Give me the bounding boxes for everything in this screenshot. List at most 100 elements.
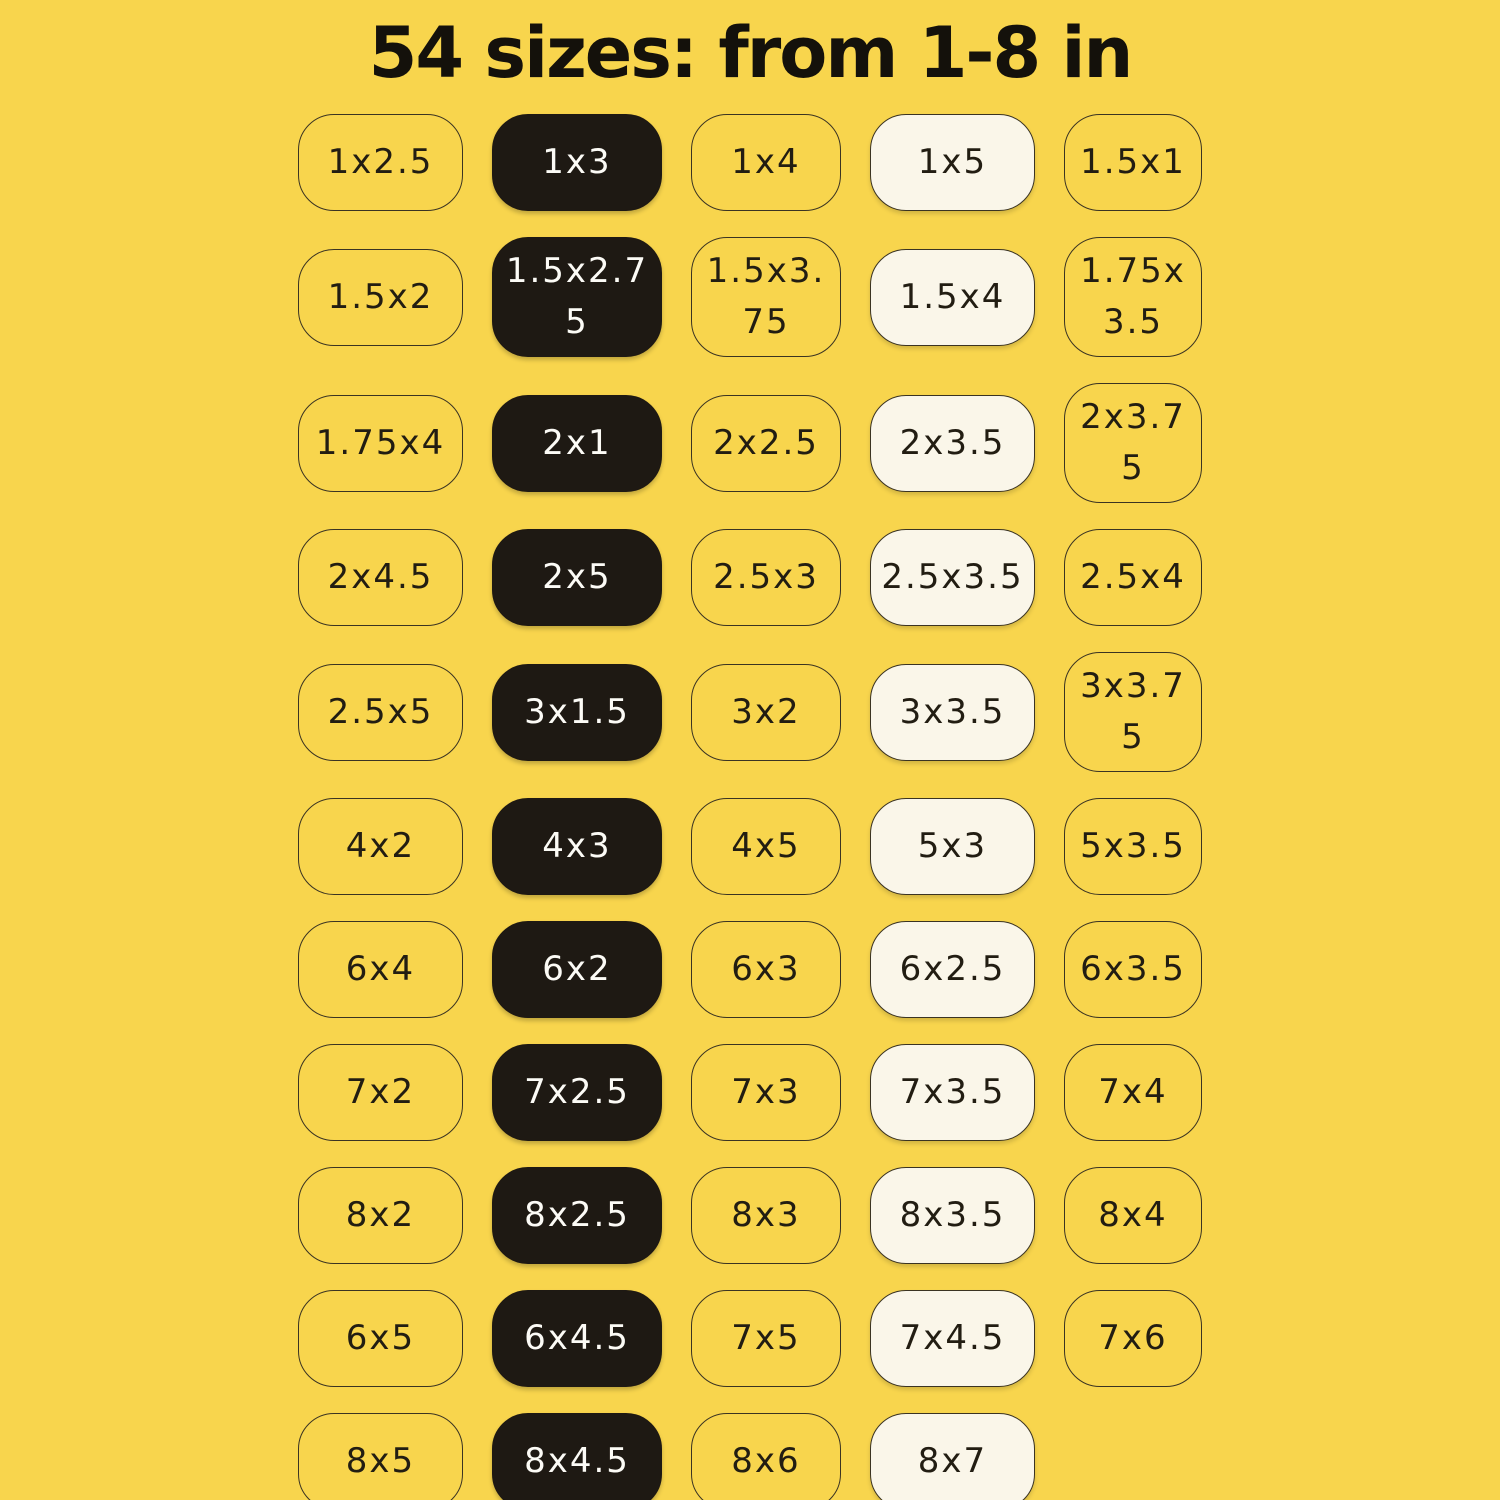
size-label: 5x3.5 (1080, 826, 1186, 866)
size-pill: 6x3 (691, 921, 841, 1018)
size-label: 1x2.5 (327, 142, 434, 182)
size-pill: 6x3.5 (1064, 921, 1202, 1018)
size-pill: 1x3 (492, 114, 662, 211)
size-pill: 2.5x3.5 (870, 529, 1035, 626)
size-pill: 7x5 (691, 1290, 841, 1387)
size-label: 7x5 (731, 1318, 801, 1358)
size-label: 8x4.5 (524, 1441, 630, 1481)
size-pill: 1.5x4 (870, 248, 1035, 346)
size-pill: 2x4.5 (298, 529, 463, 626)
size-pill: 7x2 (298, 1044, 463, 1141)
size-label: 8x6 (731, 1441, 801, 1481)
size-label: 2x3.75 (1080, 397, 1186, 488)
size-label: 2.5x3 (713, 557, 819, 597)
size-pill: 1.5x2 (298, 248, 463, 346)
size-label: 7x3.5 (899, 1072, 1006, 1112)
size-label: 1.5x3.75 (706, 251, 826, 342)
size-pill: 8x3 (691, 1167, 841, 1264)
size-label: 4x3 (542, 826, 612, 866)
size-label: 7x3 (731, 1072, 801, 1112)
size-pill: 3x2 (691, 663, 841, 761)
size-pill: 8x7 (870, 1413, 1035, 1500)
size-label: 1.5x1 (1080, 142, 1186, 182)
size-pill: 7x3.5 (870, 1044, 1035, 1141)
size-pill: 4x3 (492, 798, 662, 895)
size-label: 3x3.75 (1080, 666, 1186, 757)
size-pill: 3x1.5 (492, 663, 662, 761)
size-pill: 3x3.5 (870, 663, 1035, 761)
size-label: 7x4.5 (899, 1318, 1006, 1358)
size-label: 2x1 (542, 422, 612, 463)
size-label: 4x2 (345, 826, 416, 866)
size-label: 8x5 (345, 1441, 416, 1481)
size-pill: 5x3 (870, 798, 1035, 895)
size-pill: 1x5 (870, 114, 1035, 211)
size-pill: 1.5x3.75 (691, 237, 841, 357)
size-label: 2.5x4 (1080, 557, 1186, 597)
size-pill: 8x4 (1064, 1167, 1202, 1264)
size-pill: 1x2.5 (298, 114, 463, 211)
size-pill: 2x1 (492, 394, 662, 492)
size-label: 1x4 (731, 142, 801, 182)
size-pill: 1x4 (691, 114, 841, 211)
size-label: 6x4 (345, 949, 416, 989)
size-pill: 8x5 (298, 1413, 463, 1500)
size-label: 2x5 (542, 557, 612, 597)
size-pill: 6x4 (298, 921, 463, 1018)
size-label: 7x6 (1098, 1318, 1168, 1358)
size-grid: 1x2.5 1x3 1x4 1x5 1.5x1 1.5x2 1.5x2.75 1… (298, 114, 1202, 1500)
size-label: 6x2 (542, 949, 612, 989)
size-pill: 2x5 (492, 529, 662, 626)
size-label: 6x2.5 (899, 949, 1006, 989)
size-pill: 2.5x4 (1064, 529, 1202, 626)
size-pill: 1.75x3.5 (1064, 237, 1202, 357)
size-label: 7x4 (1098, 1072, 1168, 1112)
size-label: 6x3 (731, 949, 801, 989)
size-pill: 8x6 (691, 1413, 841, 1500)
size-label: 1.75x4 (315, 422, 446, 463)
size-label: 7x2 (345, 1072, 416, 1112)
size-pill: 7x2.5 (492, 1044, 662, 1141)
size-pill: 3x3.75 (1064, 652, 1202, 772)
size-label: 2x2.5 (713, 422, 819, 463)
size-label: 2x3.5 (899, 422, 1006, 463)
size-pill: 1.5x2.75 (492, 237, 662, 357)
size-pill: 5x3.5 (1064, 798, 1202, 895)
size-label: 6x4.5 (524, 1318, 630, 1358)
size-pill: 6x5 (298, 1290, 463, 1387)
size-label: 5x3 (917, 826, 988, 866)
size-pill: 4x5 (691, 798, 841, 895)
size-pill: 7x4 (1064, 1044, 1202, 1141)
size-pill: 2.5x3 (691, 529, 841, 626)
size-pill: 7x3 (691, 1044, 841, 1141)
size-label: 3x1.5 (524, 691, 630, 732)
size-label: 7x2.5 (524, 1072, 630, 1112)
size-label: 1.5x2 (327, 276, 434, 317)
size-label: 1x3 (542, 142, 612, 182)
size-label: 8x3 (731, 1195, 801, 1235)
size-pill: 2x3.5 (870, 394, 1035, 492)
size-pill: 8x2.5 (492, 1167, 662, 1264)
size-label: 8x4 (1098, 1195, 1168, 1235)
size-pill: 6x2.5 (870, 921, 1035, 1018)
size-pill: 6x4.5 (492, 1290, 662, 1387)
size-label: 8x7 (917, 1441, 988, 1481)
size-label: 2.5x5 (327, 691, 434, 732)
size-pill: 2x2.5 (691, 394, 841, 492)
size-label: 4x5 (731, 826, 801, 866)
size-label: 6x5 (345, 1318, 416, 1358)
size-pill: 7x6 (1064, 1290, 1202, 1387)
size-label: 1.5x2.75 (505, 251, 649, 342)
size-label: 3x3.5 (899, 691, 1006, 732)
size-pill: 1.5x1 (1064, 114, 1202, 211)
size-pill: 6x2 (492, 921, 662, 1018)
size-label: 8x2.5 (524, 1195, 630, 1235)
size-label: 2.5x3.5 (881, 557, 1024, 597)
size-pill: 4x2 (298, 798, 463, 895)
size-pill: 1.75x4 (298, 394, 463, 492)
size-pill: 2x3.75 (1064, 383, 1202, 503)
size-label: 8x2 (345, 1195, 416, 1235)
size-label: 3x2 (731, 691, 801, 732)
size-pill: 8x4.5 (492, 1413, 662, 1500)
size-label: 1.75x3.5 (1080, 251, 1186, 342)
